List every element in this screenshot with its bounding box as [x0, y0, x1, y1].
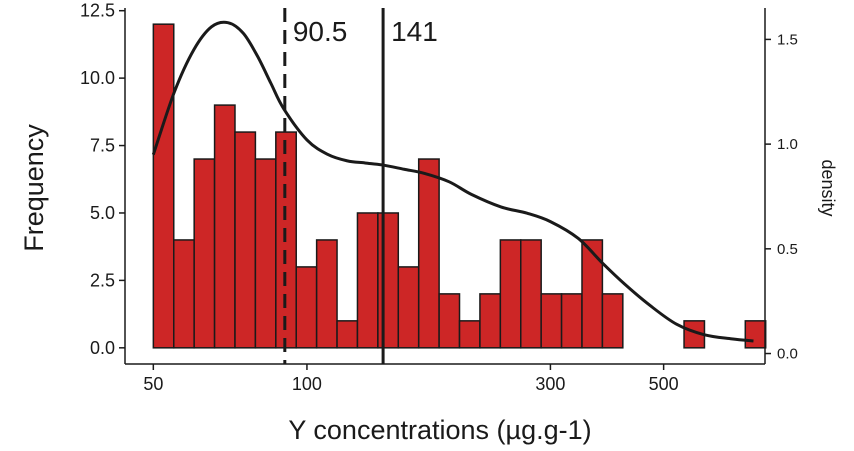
y-right-tick-label: 0.5 [777, 241, 798, 258]
y-tick-label: 5.0 [90, 203, 115, 223]
y-right-tick-label: 1.0 [777, 136, 798, 153]
y-tick-label: 12.5 [80, 1, 115, 21]
histogram-bar [601, 293, 624, 349]
x-tick-label: 100 [292, 374, 322, 394]
y-right-tick-label: 0.0 [777, 346, 798, 363]
histogram-bar [193, 158, 216, 349]
density-curve-layer [151, 20, 754, 343]
histogram-bar [213, 104, 236, 349]
reference-line-label: 141 [391, 16, 438, 47]
histogram-bar [254, 158, 277, 349]
histogram-bar [479, 293, 502, 349]
histogram-bar [540, 293, 563, 349]
histogram-bar [499, 239, 522, 349]
histogram-bar [377, 212, 400, 349]
histogram-bars [152, 23, 767, 349]
histogram-bar [458, 320, 481, 349]
histogram-bar [520, 239, 542, 349]
y-tick-label: 10.0 [80, 68, 115, 88]
histogram-bar [581, 239, 604, 349]
y-tick-label: 0.0 [90, 338, 115, 358]
reference-line-label: 90.5 [293, 16, 348, 47]
histogram-bar [744, 320, 767, 349]
histogram-bar [152, 23, 175, 349]
y-axis-title: Frequency [19, 124, 49, 252]
x-ticks: 50 100 300 500 [143, 364, 679, 394]
x-axis-title: Y concentrations (µg.g-1) [288, 415, 591, 445]
left-y-ticks: 0.0 2.5 5.0 7.5 10.0 12.5 [80, 1, 125, 358]
x-tick-label: 50 [143, 374, 163, 394]
histogram-bar [234, 131, 257, 349]
histogram-bar [295, 266, 318, 349]
histogram-bar [173, 239, 195, 349]
y-right-tick-label: 1.5 [777, 31, 798, 48]
density-curve [151, 20, 754, 343]
reference-lines: 90.5 141 [283, 8, 438, 364]
x-tick-label: 500 [649, 374, 679, 394]
x-tick-label: 300 [535, 374, 565, 394]
histogram-bar [336, 320, 359, 349]
histogram-bar [356, 212, 379, 349]
histogram-bar [560, 293, 583, 349]
y-tick-label: 2.5 [90, 270, 115, 290]
histogram-bar [397, 266, 420, 349]
histogram-bar [417, 158, 440, 349]
axes [124, 8, 766, 365]
histogram-bar [315, 239, 338, 349]
right-y-ticks: 0.0 0.5 1.0 1.5 [765, 31, 798, 363]
y-tick-label: 7.5 [90, 136, 115, 156]
histogram-bar [438, 293, 461, 349]
y-axis-title-right: density [818, 159, 838, 216]
